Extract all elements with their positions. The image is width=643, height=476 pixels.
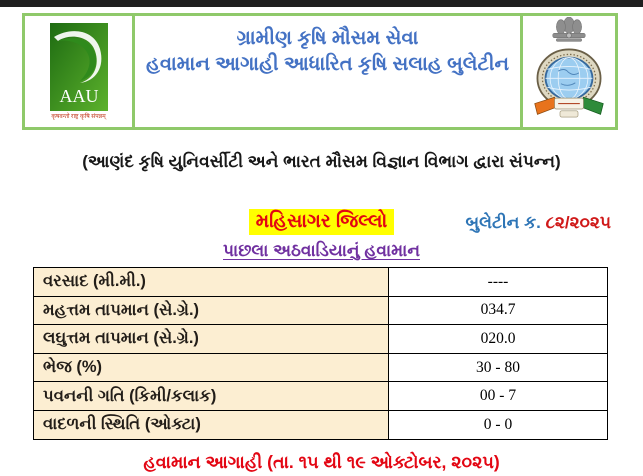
header: AAU कृषवन्तो राष्ट्र कृषि संपन्नम् ગ્રામ… [22, 13, 618, 130]
header-title: ગ્રામીણ કૃષિ મૌસમ સેવા હવામાન આગાહી આધાર… [135, 16, 520, 127]
aau-motto: कृषवन्तो राष्ट्र कृषि संपन्नम् [51, 114, 106, 120]
row-value-max-temp: 034.7 [388, 295, 608, 326]
row-value-humidity: 30 - 80 [388, 352, 608, 383]
imd-logo-cell [520, 16, 615, 127]
row-value-rainfall: ---- [388, 267, 608, 297]
row-label-max-temp: મહત્તમ તાપમાન (સે.ગ્રે.) [33, 295, 389, 326]
header-title-line1: ગ્રામીણ કૃષિ મૌસમ સેવા [236, 27, 419, 49]
table-row: લઘુત્તમ તાપમાન (સે.ગ્રે.) 020.0 [33, 324, 608, 354]
row-value-wind-speed: 00 - 7 [388, 381, 608, 411]
table-row: વાદળની સ્થિતિ (ઓક્ટા) 0 - 0 [33, 409, 608, 440]
bulletin-number-value: ૮૨/૨૦૨૫ [545, 213, 611, 232]
forecast-title: હવામાન આગાહી (તા. ૧૫ થી ૧૯ ઓક્ટોબર, ૨૦૨૫… [143, 452, 500, 472]
aau-logo-icon: AAU [49, 23, 108, 111]
bulletin-number-label: બુલેટીન ક. [465, 213, 541, 232]
top-black-strip [0, 0, 643, 7]
imd-emblem-icon [534, 16, 604, 117]
table-row: ભેજ (%) 30 - 80 [33, 352, 608, 383]
row-label-min-temp: લઘુત્તમ તાપમાન (સે.ગ્રે.) [33, 324, 389, 354]
svg-text:AAU: AAU [59, 86, 98, 106]
weather-table: વરસાદ (મી.મી.) ---- મહત્તમ તાપમાન (સે.ગ્… [33, 267, 608, 440]
district-row: મહિસાગર જિલ્લો બુલેટીન ક. ૮૨/૨૦૨૫ [0, 209, 643, 235]
row-value-min-temp: 020.0 [388, 324, 608, 354]
row-value-cloud-cover: 0 - 0 [388, 409, 608, 440]
row-label-humidity: ભેજ (%) [33, 352, 389, 383]
row-label-cloud-cover: વાદળની સ્થિતિ (ઓક્ટા) [33, 409, 389, 440]
aau-logo-cell: AAU कृषवन्तो राष्ट्र कृषि संपन्नम् [25, 16, 135, 127]
organizers-subtitle: (આણંદ કૃષિ યુનિવર્સીટી અને ભારત મૌસમ વિજ… [82, 152, 561, 171]
table-row: પવનની ગતિ (કિમી/કલાક) 00 - 7 [33, 381, 608, 411]
row-label-rainfall: વરસાદ (મી.મી.) [33, 267, 389, 297]
past-week-weather-title: પાછલા અઠવાડિયાનું હવામાન [223, 241, 420, 260]
bulletin-number: બુલેટીન ક. ૮૨/૨૦૨૫ [465, 213, 611, 233]
district-title: મહિસાગર જિલ્લો [248, 209, 395, 235]
header-title-line2: હવામાન આગાહી આધારિત કૃષિ સલાહ બુલેટીન [145, 53, 509, 75]
row-label-wind-speed: પવનની ગતિ (કિમી/કલાક) [33, 381, 389, 411]
table-row: મહત્તમ તાપમાન (સે.ગ્રે.) 034.7 [33, 295, 608, 326]
table-row: વરસાદ (મી.મી.) ---- [33, 267, 608, 297]
